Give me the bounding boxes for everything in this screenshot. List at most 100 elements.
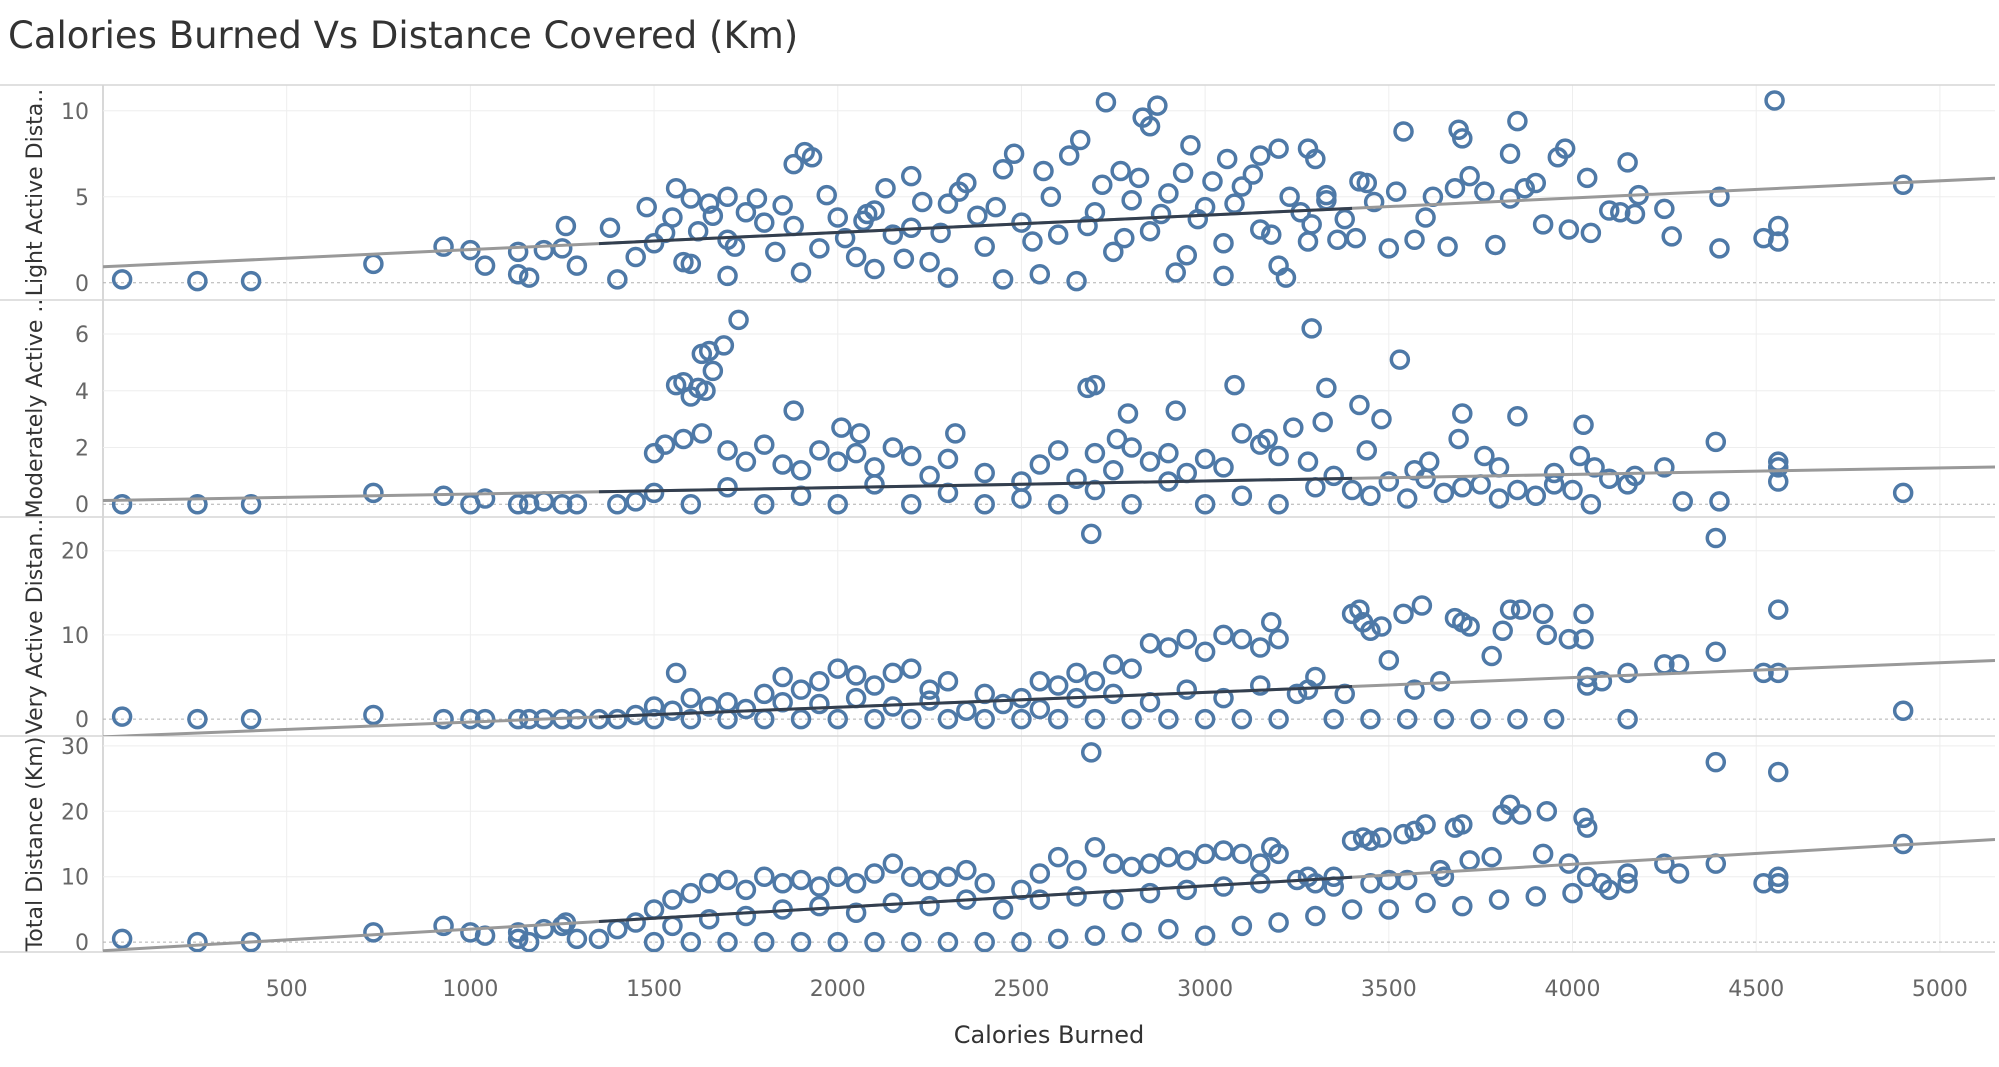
data-point: [1892, 174, 1914, 196]
data-point: [1525, 485, 1547, 506]
data-point: [937, 708, 959, 730]
data-point: [1452, 128, 1473, 149]
data-point: [1584, 457, 1605, 478]
data-point: [1305, 666, 1326, 688]
data-point: [1069, 129, 1091, 151]
data-point: [875, 177, 896, 199]
data-point: [1767, 471, 1789, 492]
data-point: [1077, 215, 1098, 237]
data-point: [992, 693, 1014, 715]
data-point: [827, 451, 849, 472]
data-point: [783, 153, 804, 175]
data-point: [967, 205, 988, 226]
data-point: [111, 928, 133, 950]
data-point: [864, 708, 885, 730]
data-point: [845, 873, 867, 894]
data-point: [1084, 837, 1106, 858]
data-point: [864, 474, 885, 495]
data-point: [919, 690, 940, 711]
data-point: [765, 241, 786, 263]
data-point: [1158, 183, 1179, 204]
data-point: [717, 692, 738, 713]
y-tick-label: 0: [75, 493, 89, 518]
x-tick-label: 1500: [626, 977, 682, 1002]
data-point: [864, 200, 885, 221]
data-point: [1139, 882, 1161, 904]
data-point: [1194, 843, 1216, 865]
data-point: [783, 215, 804, 237]
data-point: [1892, 482, 1914, 504]
data-point: [662, 700, 683, 721]
y-axis-label: Very Active Distan..: [23, 519, 48, 735]
data-point: [1268, 445, 1289, 467]
data-point: [1231, 628, 1253, 650]
data-point: [1261, 612, 1282, 633]
data-point: [1121, 493, 1142, 515]
data-point: [790, 459, 812, 481]
data-point: [636, 196, 657, 218]
data-point: [1393, 603, 1414, 625]
data-point: [1033, 160, 1054, 182]
trend-line-highlight: [598, 476, 1353, 494]
x-tick-label: 2500: [993, 977, 1049, 1002]
data-point: [1452, 895, 1473, 917]
y-tick-label: 2: [75, 437, 89, 462]
data-point: [474, 708, 496, 730]
data-point: [974, 236, 995, 257]
data-point: [1121, 922, 1142, 943]
data-point: [1165, 262, 1186, 283]
data-point: [1172, 162, 1194, 183]
data-point: [746, 188, 768, 209]
data-point: [111, 493, 133, 515]
data-point: [1599, 200, 1620, 221]
data-point: [1117, 403, 1139, 424]
data-point: [607, 269, 628, 290]
data-point: [1345, 227, 1367, 249]
data-point: [474, 488, 496, 509]
data-point: [1103, 654, 1124, 675]
data-point: [1393, 121, 1414, 142]
data-point: [956, 859, 977, 881]
data-point: [1892, 700, 1914, 721]
data-point: [1654, 198, 1675, 220]
data-point: [1305, 476, 1326, 498]
data-point: [1249, 145, 1271, 166]
data-point: [900, 445, 922, 467]
data-point: [1334, 208, 1355, 230]
data-point: [1312, 411, 1333, 433]
data-point: [1356, 440, 1378, 461]
data-point: [1103, 889, 1124, 910]
data-point: [1371, 408, 1392, 430]
data-point: [1029, 889, 1051, 910]
data-point: [1194, 925, 1216, 946]
data-point: [1543, 708, 1565, 730]
data-point: [1705, 641, 1727, 663]
data-point: [1121, 658, 1142, 679]
data-point: [1661, 226, 1682, 247]
data-point: [1617, 474, 1638, 495]
data-point: [1525, 172, 1547, 194]
data-point: [654, 434, 676, 455]
data-point: [1411, 595, 1433, 616]
trend-line-highlight: [598, 875, 1353, 924]
trend-line-highlight: [598, 206, 1353, 246]
data-point: [1371, 827, 1392, 848]
data-point: [1084, 442, 1106, 464]
data-point: [919, 465, 940, 487]
data-point: [1562, 479, 1583, 501]
data-point: [566, 928, 588, 950]
data-point: [1705, 431, 1727, 453]
data-point: [1654, 457, 1675, 478]
data-point: [1499, 188, 1521, 209]
data-point: [1121, 708, 1142, 730]
data-point: [1231, 843, 1253, 865]
y-tick-label: 30: [61, 735, 89, 760]
data-point: [551, 915, 573, 937]
data-point: [698, 909, 720, 930]
data-point: [1084, 374, 1106, 396]
data-point: [607, 708, 628, 730]
data-point: [1499, 143, 1521, 165]
data-point: [1459, 850, 1480, 871]
data-point: [1356, 172, 1378, 194]
data-point: [717, 476, 738, 498]
